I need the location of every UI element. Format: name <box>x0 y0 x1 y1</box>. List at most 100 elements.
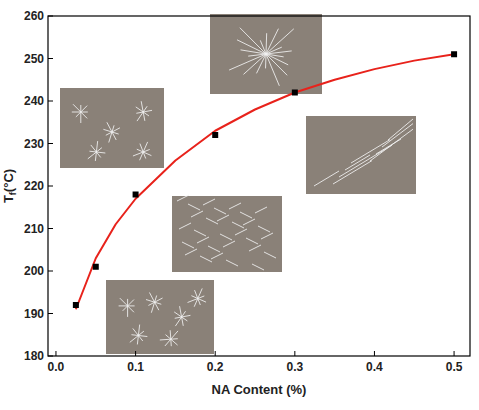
micrograph-inset <box>60 88 164 168</box>
crystal <box>226 260 238 266</box>
x-tick <box>55 351 56 356</box>
crystal <box>133 152 143 156</box>
crystal <box>266 29 278 54</box>
crystal <box>264 252 276 258</box>
crystal <box>229 203 241 209</box>
crystal <box>80 112 81 123</box>
x-tick-label: 0.1 <box>127 360 144 374</box>
x-axis-title: NA Content (%) <box>212 382 307 397</box>
crystal <box>182 315 191 317</box>
y-tick-label: 210 <box>24 222 44 236</box>
inset-ground <box>306 116 416 194</box>
crystal <box>141 101 143 112</box>
crystal <box>252 264 264 270</box>
y-tick <box>48 143 53 144</box>
crystal <box>120 298 128 306</box>
x-tick <box>374 351 375 356</box>
inset-ground <box>172 196 282 272</box>
crystal <box>200 256 212 262</box>
y-tick <box>48 271 53 272</box>
crystal <box>138 325 139 336</box>
crystal <box>95 152 96 161</box>
crystal <box>96 152 105 153</box>
crystal <box>188 299 198 303</box>
crystal <box>249 245 261 251</box>
crystal <box>138 336 147 337</box>
y-tick-label: 260 <box>24 9 44 23</box>
crystal <box>96 148 101 152</box>
x-tick-label: 0.5 <box>446 360 463 374</box>
crystal <box>175 317 182 318</box>
fit-curve <box>76 54 454 309</box>
crystal <box>258 226 270 232</box>
crystal <box>197 237 209 243</box>
crystal <box>261 233 273 239</box>
crystal <box>266 54 287 75</box>
x-tick <box>135 351 136 356</box>
crystal <box>166 335 171 340</box>
micrograph-inset <box>210 14 322 94</box>
crystal <box>256 54 266 73</box>
crystal <box>333 161 372 184</box>
crystal <box>175 317 181 326</box>
crystal <box>180 306 182 317</box>
crystal <box>171 339 178 345</box>
crystal <box>248 54 266 56</box>
crystal <box>112 128 120 132</box>
crystal <box>160 339 171 341</box>
crystal <box>266 33 268 54</box>
crystal <box>143 152 151 156</box>
chart: 0.00.10.20.30.40.51801902002102202302402… <box>0 0 479 410</box>
crystal <box>133 328 139 335</box>
crystal <box>339 145 392 177</box>
crystal <box>177 195 189 201</box>
x-tick <box>215 351 216 356</box>
x-tick <box>294 351 295 356</box>
crystal <box>138 331 143 335</box>
crystal <box>149 292 154 302</box>
page: {"chart_data": {"type": "scatter", "x_la… <box>0 0 479 410</box>
crystal <box>182 317 184 326</box>
data-point <box>93 264 99 270</box>
crystal <box>106 132 112 135</box>
crystal <box>127 306 128 317</box>
crystal <box>128 306 134 312</box>
crystal <box>195 290 198 298</box>
crystal <box>211 253 223 259</box>
data-point <box>212 132 218 138</box>
crystal <box>72 112 81 113</box>
crystal <box>170 330 172 339</box>
y-tick <box>48 186 53 187</box>
crystal <box>194 230 206 236</box>
inset-ground <box>60 88 164 168</box>
crystal <box>96 141 97 152</box>
crystal <box>266 54 279 86</box>
crystal <box>266 29 294 54</box>
crystal <box>81 112 87 118</box>
crystal <box>188 204 200 210</box>
data-point <box>292 90 298 96</box>
inset-ground <box>106 280 214 354</box>
crystal <box>351 140 390 163</box>
crystal <box>203 199 215 205</box>
crystal <box>81 106 87 112</box>
x-tick-label: 0.3 <box>286 360 303 374</box>
crystal <box>182 242 194 248</box>
crystal <box>388 119 413 140</box>
crystal <box>119 305 128 306</box>
y-axis-title: Tf(°C) <box>1 169 18 203</box>
crystal <box>235 229 247 235</box>
crystal <box>266 51 292 54</box>
crystal <box>143 110 152 112</box>
crystal <box>240 28 266 54</box>
crystal <box>198 299 206 303</box>
x-tick <box>454 351 455 356</box>
crystal <box>136 112 143 113</box>
data-point <box>73 302 79 308</box>
inset-ground <box>210 14 322 94</box>
y-tick-label: 230 <box>24 137 44 151</box>
micrograph-inset <box>106 280 214 354</box>
y-tick <box>48 313 53 314</box>
crystal <box>229 54 266 70</box>
crystal <box>73 104 81 112</box>
